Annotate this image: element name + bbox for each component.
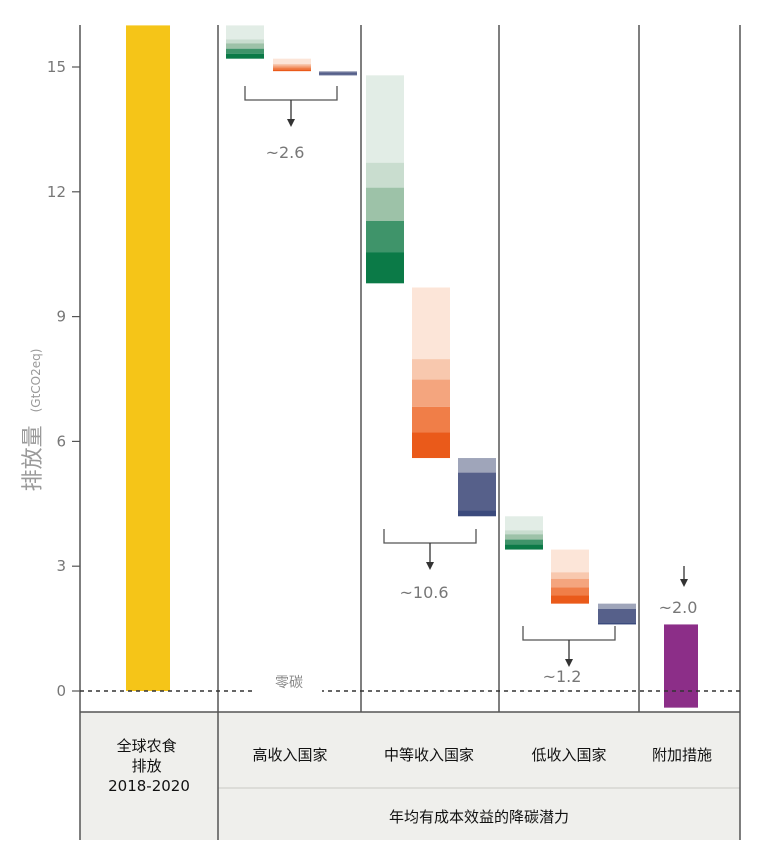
reduction-bar-segment [366,162,404,188]
annotation-high-label: ~2.6 [266,143,305,162]
reduction-bar-segment [319,71,357,73]
total-label-line-1: 全球农食 [117,737,177,755]
reduction-bar-segment [412,379,450,407]
y-tick-label: 15 [47,58,66,76]
reduction-bar-segment [226,39,264,44]
reduction-bar-segment [551,587,589,596]
footer-label: 年均有成本效益的降碳潜力 [389,808,569,826]
reduction-bar-segment [273,63,311,66]
reduction-bar-segment [412,359,450,380]
reduction-bars [226,25,698,708]
potential-annotations: ~2.6 ~10.6 ~1.2 ~2.0 [244,86,698,686]
total-label-line-2: 排放 [132,757,162,775]
reduction-bar-segment [412,287,450,360]
y-axis-label: 排放量 (GtCO2eq) [21,349,46,492]
reduction-bar-segment [273,69,311,72]
annotation-low-bracket [522,626,616,641]
category-band [80,712,740,840]
annotation-additional-label: ~2.0 [659,598,698,617]
reduction-bar-segment [458,472,496,511]
reduction-bar-segment [505,544,543,550]
reduction-bar-segment [505,534,543,540]
annotation-high-arrow-head [287,119,295,127]
reduction-bar-segment [664,624,698,708]
reduction-bar-segment [366,252,404,284]
reduction-bar-segment [505,539,543,545]
reduction-bar-segment [273,67,311,70]
total-label-line-3: 2018-2020 [108,777,190,795]
reduction-bar-segment [366,187,404,221]
reduction-bar-segment [412,406,450,433]
y-tick-label: 12 [47,183,66,201]
category-label-middle: 中等收入国家 [384,746,474,764]
total-emissions-bar [126,25,170,691]
column-dividers [79,25,741,840]
annotation-middle-arrow-head [426,562,434,570]
reduction-bar-segment [551,549,589,573]
annotation-low-label: ~1.2 [543,667,582,686]
y-tick-label: 6 [56,432,66,450]
category-label-low: 低收入国家 [531,746,606,764]
reduction-bar-segment [226,53,264,59]
y-tick-label: 0 [56,682,66,700]
y-tick-label: 9 [56,308,66,326]
category-label-high: 高收入国家 [252,746,327,764]
zero-line-gap [256,687,322,695]
reduction-bar-segment [273,65,311,68]
reduction-bar-segment [366,220,404,253]
reduction-bar-segment [551,595,589,604]
reduction-bar-segment [226,25,264,40]
annotation-high-bracket [244,86,338,101]
reduction-bar-segment [366,75,404,163]
reduction-bar-segment [598,622,636,625]
reduction-bar-segment [598,608,636,623]
annotation-middle-bracket [383,529,477,544]
total-bar-label: 全球农食 排放 2018-2020 [108,737,190,795]
reduction-bar-segment [598,603,636,609]
reduction-bar-segment [551,578,589,588]
category-label-additional: 附加措施 [652,746,712,764]
reduction-bar-segment [319,72,357,75]
reduction-bar-segment [551,572,589,579]
reduction-bar-segment [273,58,311,64]
zero-carbon-label: 零碳 [275,675,303,691]
reduction-bar-segment [412,432,450,459]
y-tick-label: 3 [56,557,66,575]
reduction-bar-segment [505,516,543,531]
annotation-additional-arrow-head [680,579,688,587]
annotation-low-arrow-head [565,659,573,667]
reduction-bar-segment [458,510,496,517]
reduction-bar-segment [505,530,543,535]
y-axis-label-main: 排放量 [21,425,46,491]
reduction-bar-segment [226,43,264,49]
reduction-bar-segment [458,458,496,473]
y-ticks: 0 3 6 9 12 15 [47,58,80,700]
y-axis-label-unit: (GtCO2eq) [29,349,43,413]
reduction-bar-segment [226,48,264,54]
annotation-middle-label: ~10.6 [399,583,448,602]
